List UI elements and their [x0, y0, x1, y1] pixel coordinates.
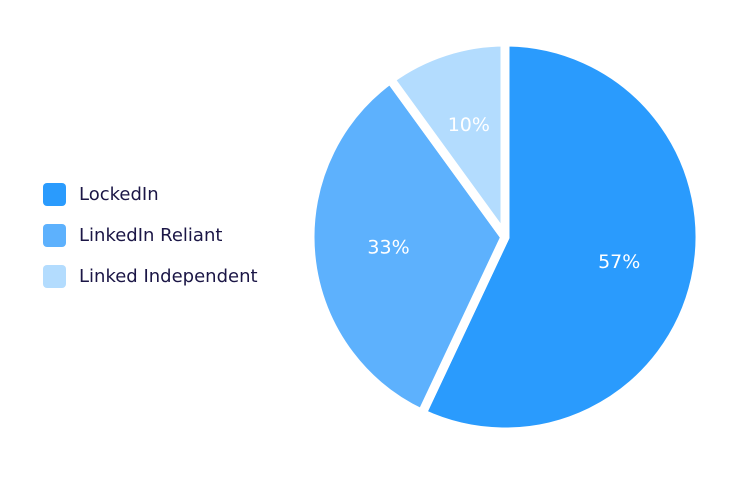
legend-label: LockedIn — [79, 184, 159, 205]
slice-label: 33% — [367, 237, 409, 259]
legend-label: LinkedIn Reliant — [79, 225, 222, 246]
legend-swatch — [43, 224, 66, 247]
slice-label: 10% — [448, 114, 490, 136]
legend-swatch — [43, 183, 66, 206]
pie-slice — [305, 74, 510, 418]
legend-swatch — [43, 265, 66, 288]
slice-label: 57% — [598, 251, 640, 273]
pie-slice — [417, 37, 705, 437]
legend-label: Linked Independent — [79, 266, 258, 287]
pie-slice — [385, 37, 510, 242]
